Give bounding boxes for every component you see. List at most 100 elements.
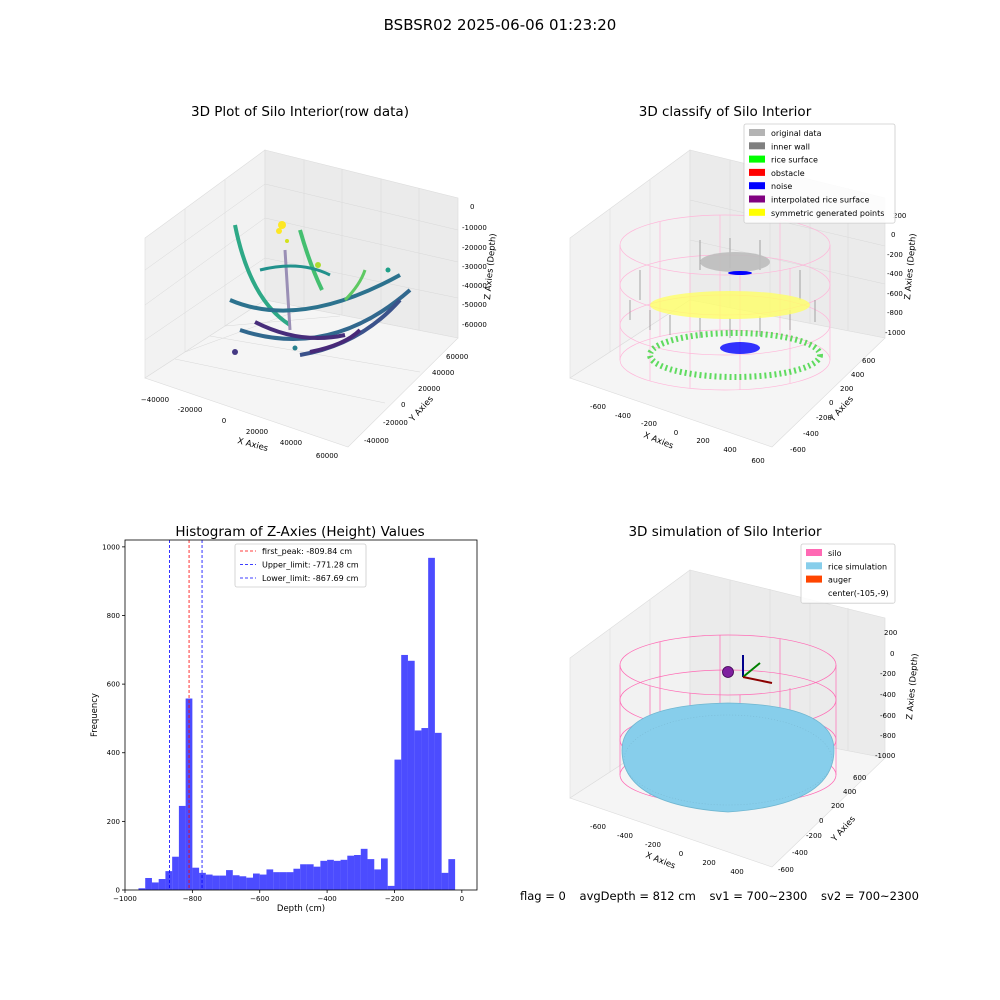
- simulation-3d-plot: -600 -400 -200 0 200 400 -600 -400 -200 …: [569, 543, 921, 876]
- legend-swatch: [749, 168, 765, 176]
- classify-z-tick: 200: [893, 212, 906, 220]
- simulation-legend: silo rice simulation auger center(-105,-9): [800, 543, 896, 604]
- histogram-bar: [172, 856, 179, 890]
- sim-z-label: Z Axies (Depth): [905, 653, 921, 720]
- raw-z-tick: -60000: [462, 321, 487, 329]
- histogram-legend: first_peak: -809.84 cm Upper_limit: -771.…: [234, 543, 367, 588]
- classify-x-tick: -200: [641, 420, 657, 428]
- legend-label: obstacle: [771, 169, 805, 178]
- legend-swatch: [806, 575, 822, 583]
- histogram-x-tick-label: 0: [460, 895, 464, 903]
- sim-x-tick: -200: [645, 841, 661, 849]
- classify-x-tick: 200: [696, 437, 709, 445]
- legend-box: [743, 123, 896, 224]
- classify-z-tick: -200: [887, 251, 903, 259]
- raw-plot-title: 3D Plot of Silo Interior(row data): [191, 104, 409, 120]
- sim-z-tick: -200: [880, 670, 896, 678]
- sim-x-tick: -400: [617, 832, 633, 840]
- classify-y-tick: 200: [840, 385, 853, 393]
- figure-title: BSBSR02 2025-06-06 01:23:20: [383, 16, 617, 34]
- sv1-value: sv1 = 700~2300: [709, 889, 808, 903]
- histogram-bar: [354, 855, 361, 890]
- classify-x-tick: 0: [674, 429, 678, 437]
- histogram-bar: [381, 858, 388, 890]
- histogram-plot: −1000 −800 −600 −400 −200 0 0 200 400 600 800 1000…: [90, 539, 478, 914]
- histogram-bar: [327, 859, 334, 890]
- raw-y-tick: 60000: [446, 353, 468, 361]
- histogram-bar: [421, 728, 429, 890]
- histogram-legend-box: [234, 543, 367, 588]
- sim-y-tick: 0: [819, 817, 823, 825]
- histogram-bar: [219, 875, 227, 890]
- classify-x-tick: 400: [723, 446, 736, 454]
- histogram-bar: [320, 860, 328, 890]
- raw-x-label: X Axies: [236, 436, 269, 454]
- raw-x-tick: 20000: [246, 428, 268, 436]
- sim-y-tick: -600: [778, 866, 794, 874]
- simulation-plot-title: 3D simulation of Silo Interior: [628, 524, 822, 540]
- histogram-bar: [441, 872, 449, 890]
- histogram-bar: [401, 654, 408, 890]
- histogram-bar: [414, 730, 422, 890]
- legend-swatch: [749, 208, 765, 216]
- sim-z-tick: -1000: [875, 752, 895, 760]
- legend-label: auger: [828, 576, 852, 585]
- histogram-y-tick-label: 0: [116, 887, 120, 895]
- raw-z-tick: -30000: [462, 263, 487, 271]
- histogram-legend-label: first_peak: -809.84 cm: [262, 547, 352, 556]
- sim-y-tick: -200: [806, 832, 822, 840]
- raw-y-label: Y Axies: [407, 394, 436, 425]
- raw-y-tick: -20000: [383, 419, 408, 427]
- histogram-y-tick-label: 600: [107, 681, 120, 689]
- sv2-value: sv2 = 700~2300: [821, 889, 919, 903]
- legend-swatch: [749, 142, 765, 150]
- histogram-bar: [151, 882, 159, 890]
- histogram-bar: [165, 871, 173, 890]
- raw-z-tick: -20000: [462, 244, 487, 252]
- histogram-y-label: Frequency: [90, 693, 100, 737]
- classify-z-tick: 0: [891, 231, 895, 239]
- histogram-bar: [253, 873, 260, 890]
- histogram-bar: [407, 660, 415, 890]
- status-line: flag = 0 avgDepth = 812 cm sv1 = 700~230…: [520, 889, 929, 903]
- sim-y-label: Y Axies: [829, 814, 858, 845]
- classify-x-label: X Axies: [642, 431, 675, 452]
- sim-z-tick: -600: [880, 712, 896, 720]
- histogram-bar: [226, 870, 233, 890]
- histogram-x-tick-label: −600: [250, 895, 269, 903]
- histogram-bar: [286, 872, 294, 890]
- raw-x-tick: 60000: [316, 452, 338, 460]
- legend-label: inner wall: [771, 142, 810, 151]
- legend-swatch: [749, 155, 765, 163]
- sim-y-tick: 400: [843, 788, 856, 796]
- classify-y-tick: -200: [816, 414, 832, 422]
- histogram-bar: [232, 875, 240, 890]
- histogram-bar: [246, 877, 253, 890]
- histogram-title: Histogram of Z-Axies (Height) Values: [175, 524, 425, 540]
- classify-x-tick: -400: [615, 412, 631, 420]
- flag-value: flag = 0: [520, 889, 566, 903]
- legend-swatch: [749, 182, 765, 190]
- legend-label: silo: [828, 549, 842, 558]
- histogram-y-tick-label: 800: [107, 612, 120, 620]
- raw-x-tick: -20000: [178, 406, 203, 414]
- histogram-bar: [313, 866, 321, 890]
- histogram-bar: [333, 860, 341, 890]
- sim-z-tick: -400: [880, 691, 896, 699]
- legend-label: center(-105,-9): [828, 589, 889, 598]
- classify-y-tick: -600: [790, 446, 806, 454]
- histogram-bar: [192, 867, 200, 890]
- legend-label: noise: [771, 182, 792, 191]
- histogram-bar: [347, 855, 355, 890]
- classify-z-tick: -400: [887, 270, 903, 278]
- histogram-bar: [434, 732, 442, 890]
- histogram-legend-label: Lower_limit: -867.69 cm: [262, 574, 359, 583]
- histogram-bar: [212, 875, 220, 890]
- histogram-bar: [340, 859, 348, 890]
- legend-swatch: [806, 549, 822, 556]
- histogram-bar: [279, 872, 287, 890]
- histogram-bar: [239, 876, 247, 890]
- histogram-y-tick-label: 1000: [102, 543, 120, 551]
- legend-box: [800, 543, 896, 604]
